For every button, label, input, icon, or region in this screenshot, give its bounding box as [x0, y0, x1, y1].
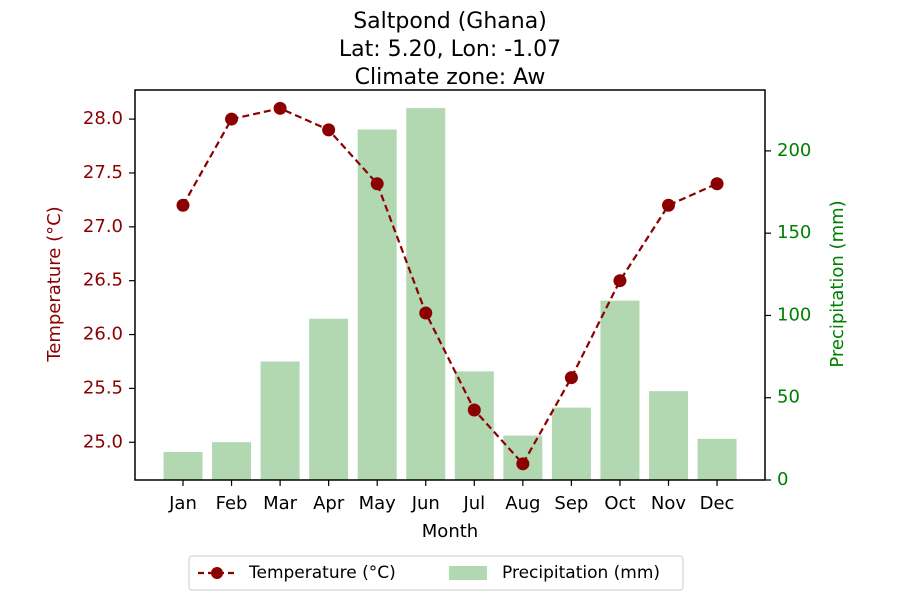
x-tick-label-aug: Aug	[505, 493, 540, 514]
precipitation-bar-oct	[600, 300, 640, 480]
y-left-tick-label: 27.0	[83, 216, 123, 237]
y-right-tick-label: 100	[777, 304, 811, 325]
x-tick-label-feb: Feb	[216, 493, 248, 514]
legend: Temperature (°C) Precipitation (mm)	[188, 555, 684, 591]
x-tick-label-sep: Sep	[554, 493, 588, 514]
chart-title-line-2: Lat: 5.20, Lon: -1.07	[339, 37, 561, 62]
y-left-tick-label: 25.5	[83, 377, 123, 398]
chart-title-line-1: Saltpond (Ghana)	[353, 9, 547, 34]
temperature-point-jun	[419, 306, 433, 320]
temperature-point-apr	[322, 123, 336, 137]
temperature-point-feb	[225, 112, 239, 126]
temperature-point-may	[370, 177, 384, 191]
temperature-point-dec	[710, 177, 724, 191]
y-axis-right-label: Precipitation (mm)	[827, 200, 848, 367]
x-tick-label-mar: Mar	[263, 493, 298, 514]
x-tick-label-oct: Oct	[604, 493, 635, 514]
precipitation-bar-dec	[697, 438, 737, 480]
temperature-point-aug	[516, 457, 530, 471]
legend-box	[188, 555, 684, 591]
temperature-point-jan	[176, 198, 190, 212]
temperature-point-jul	[467, 403, 481, 417]
x-tick-label-jul: Jul	[462, 493, 485, 514]
precipitation-bar-apr	[309, 318, 349, 480]
y-axis-left-label: Temperature (°C)	[44, 206, 65, 362]
chart-title-line-3: Climate zone: Aw	[355, 65, 546, 90]
x-tick-label-nov: Nov	[651, 493, 686, 514]
x-tick-label-apr: Apr	[313, 493, 345, 514]
temperature-point-sep	[564, 371, 578, 385]
y-left-tick-label: 27.5	[83, 162, 123, 183]
y-right-tick-label: 150	[777, 222, 811, 243]
y-axis-left: 25.0 25.5 26.0 26.5 27.0 27.5 28.0	[83, 108, 135, 452]
y-left-tick-label: 26.5	[83, 270, 123, 291]
legend-temperature-label: Temperature (°C)	[248, 563, 396, 583]
temperature-series	[176, 101, 724, 471]
precipitation-bar-jun	[406, 108, 446, 481]
y-left-tick-label: 28.0	[83, 108, 123, 129]
legend-precipitation-label: Precipitation (mm)	[502, 563, 660, 583]
temperature-point-oct	[613, 274, 627, 288]
y-right-tick-label: 200	[777, 140, 811, 161]
y-left-tick-label: 26.0	[83, 324, 123, 345]
chart-title: Saltpond (Ghana) Lat: 5.20, Lon: -1.07 C…	[339, 9, 561, 90]
y-axis-right: 0 50 100 150 200	[765, 140, 811, 490]
temperature-point-mar	[273, 101, 287, 115]
x-axis: Jan Feb Mar Apr May Jun Jul Aug Sep Oct Nov Dec	[168, 480, 734, 514]
legend-precipitation-swatch	[449, 566, 487, 580]
x-tick-label-may: May	[359, 493, 397, 514]
y-left-tick-label: 25.0	[83, 431, 123, 452]
x-tick-label-dec: Dec	[700, 493, 735, 514]
precipitation-bars	[163, 108, 737, 481]
x-tick-label-jan: Jan	[168, 493, 197, 514]
precipitation-bar-jan	[163, 452, 203, 480]
x-tick-label-jun: Jun	[411, 493, 440, 514]
precipitation-bar-feb	[212, 442, 252, 480]
temperature-line	[182, 107, 718, 466]
precipitation-bar-sep	[551, 407, 591, 480]
y-right-tick-label: 0	[777, 469, 788, 490]
temperature-point-nov	[662, 198, 675, 212]
plot-area-frame	[134, 89, 766, 481]
y-right-tick-label: 50	[777, 387, 800, 408]
x-axis-label: Month	[422, 521, 478, 542]
precipitation-bar-nov	[649, 391, 688, 480]
legend-temperature-marker	[211, 567, 223, 579]
precipitation-bar-mar	[260, 361, 300, 480]
